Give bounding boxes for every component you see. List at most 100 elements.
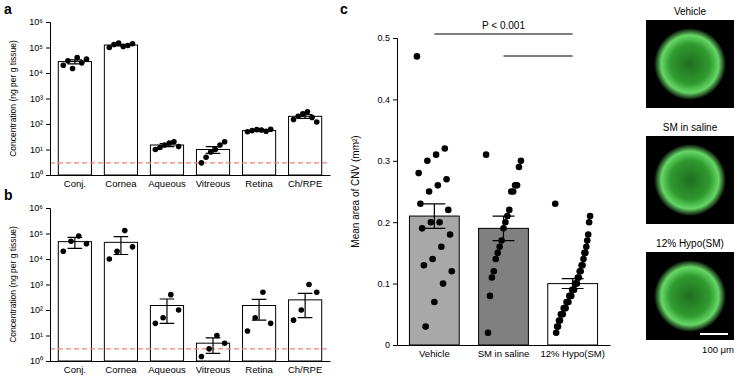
data-point [268, 321, 274, 327]
data-point [553, 329, 560, 336]
x-axis: Conj.CorneaAqueousVitreousRetinaCh/RPE [51, 361, 331, 375]
y-tick: 10² [30, 119, 50, 129]
y-tick: 0.5 [377, 33, 397, 43]
x-tick: Cornea [105, 361, 137, 375]
x-tick: Conj. [64, 175, 86, 189]
axis-title: Mean area of CNV (mm²) [350, 135, 361, 247]
significance-line [504, 56, 573, 57]
data-point [424, 158, 431, 165]
data-point [291, 317, 297, 323]
tick-label: Vitreous [196, 178, 231, 189]
panel-label: b [4, 187, 13, 203]
tick-label: Cornea [105, 178, 137, 189]
error-bar [206, 147, 221, 154]
plot-area [409, 53, 597, 345]
y-tick: 10⁶ [29, 203, 50, 213]
x-tick: Ch/RPE [288, 361, 322, 375]
tick-label: 0 [385, 340, 390, 350]
panel-label: a [4, 1, 12, 17]
data-point [176, 307, 182, 313]
data-point [60, 249, 66, 255]
tick-mark [46, 124, 50, 125]
bar [409, 216, 459, 345]
data-point [567, 293, 574, 300]
error-bar [206, 338, 221, 353]
data-point [426, 188, 433, 195]
tick-mark [46, 22, 50, 23]
reference-line [50, 162, 330, 163]
data-point [206, 346, 212, 352]
x-tick: Aqueous [148, 175, 186, 189]
tick-mark [46, 310, 50, 311]
tick-label: 0.2 [377, 218, 390, 228]
data-point [585, 231, 592, 238]
tick-label: SM in saline [478, 348, 530, 359]
panel-label: c [340, 1, 348, 17]
axis-line [46, 23, 51, 176]
y-tick: 10⁴ [29, 68, 50, 78]
error-bar [114, 237, 129, 255]
data-point [492, 256, 499, 263]
bar [104, 242, 137, 361]
data-point [560, 305, 567, 312]
data-point [578, 262, 585, 269]
plot-area [50, 228, 330, 361]
data-point [431, 299, 438, 306]
data-point [306, 282, 312, 288]
micrograph-background [646, 20, 734, 108]
data-point [70, 66, 76, 72]
bar [243, 131, 276, 175]
axis-title: Concentration (ng per g tissue) [8, 40, 18, 157]
x-axis: Conj. Cornea Aqueous Vitreous Retina Ch/RPE [51, 175, 331, 189]
plot-area [50, 40, 330, 175]
x-tick: Vitreous [196, 175, 231, 189]
data-point [448, 268, 455, 275]
tick-mark [393, 99, 397, 100]
tick-mark [46, 336, 50, 337]
data-point [487, 293, 494, 300]
data-point [428, 219, 435, 226]
data-point [60, 63, 66, 69]
tick-label: 10² [30, 305, 43, 315]
data-point [436, 219, 443, 226]
data-point [314, 289, 320, 295]
tick-mark [393, 222, 397, 223]
axis-line [393, 39, 398, 346]
data-point [580, 256, 587, 263]
axis-line [51, 175, 331, 176]
y-tick: 10⁰ [30, 170, 50, 180]
tick-label: Ch/RPE [288, 178, 322, 189]
bar [58, 242, 91, 361]
tick-label: Conj. [64, 178, 86, 189]
data-point [566, 293, 573, 300]
data-point [573, 280, 580, 287]
tick-label: 10⁴ [29, 254, 43, 264]
data-point [442, 145, 449, 152]
data-point [435, 182, 442, 189]
data-point [564, 299, 571, 306]
bar [150, 145, 183, 175]
panel: 10⁰10¹10²10³10⁴10⁵10⁶Conj.CorneaAqueousV… [4, 187, 331, 375]
tick-label: Aqueous [148, 364, 186, 375]
axis-line [46, 209, 51, 362]
y-tick: 10⁴ [29, 254, 50, 264]
tick-mark [46, 234, 50, 235]
tick-label: 10⁶ [29, 203, 43, 213]
bar [289, 116, 322, 175]
error-bar [160, 144, 175, 147]
data-point [260, 289, 266, 295]
error-bar [298, 115, 313, 119]
data-point [581, 250, 588, 257]
error-bar [562, 279, 584, 289]
data-point [130, 41, 136, 47]
tick-label: 0.1 [377, 279, 390, 289]
data-point [79, 60, 85, 66]
x-tick: Ch/RPE [288, 175, 322, 189]
x-tick: Retina [245, 175, 273, 189]
data-point [518, 158, 525, 165]
y-tick: 10¹ [30, 331, 50, 341]
micrograph-label: SM in saline [663, 122, 718, 133]
data-point [443, 176, 450, 183]
data-point [561, 305, 568, 312]
micrograph-label: Vehicle [674, 6, 707, 17]
